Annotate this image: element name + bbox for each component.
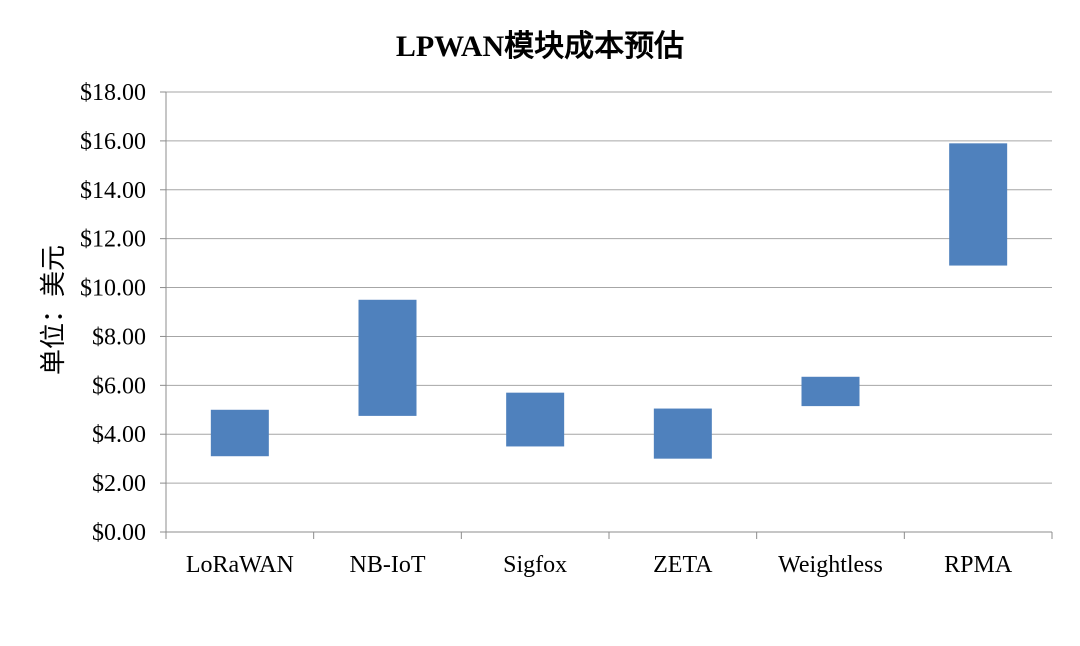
y-axis-label: 单位：美元 — [39, 245, 68, 375]
gridlines — [166, 91, 1052, 484]
x-tick-label: ZETA — [653, 552, 713, 578]
x-tick-label: NB-IoT — [350, 552, 426, 578]
bar-lorawan — [210, 409, 269, 457]
y-tick-label: $12.00 — [80, 227, 146, 253]
y-tick-label: $8.00 — [92, 324, 146, 350]
y-tick-label: $18.00 — [80, 80, 146, 106]
bars — [210, 143, 1008, 459]
y-tick-label: $0.00 — [92, 520, 146, 546]
bar-sigfox — [506, 392, 565, 447]
axes — [160, 91, 1053, 539]
y-tick-label: $16.00 — [80, 129, 146, 155]
y-tick-label: $4.00 — [92, 422, 146, 448]
y-tick-label: $6.00 — [92, 373, 146, 399]
bar-rpma — [949, 143, 1008, 266]
x-tick-label: LoRaWAN — [186, 552, 294, 578]
x-tick-labels: LoRaWAN NB-IoT Sigfox ZETA Weightless RPMA — [186, 552, 1013, 578]
y-tick-label: $14.00 — [80, 178, 146, 204]
chart-title: LPWAN模块成本预估 — [396, 30, 684, 63]
y-tick-labels: $0.00 $2.00 $4.00 $6.00 $8.00 $10.00 $12.00 $14… — [80, 80, 146, 546]
bar-weightless — [801, 376, 860, 407]
bar-nb-iot — [358, 299, 417, 416]
y-tick-label: $10.00 — [80, 276, 146, 302]
x-tick-label: Weightless — [778, 552, 883, 578]
bar-zeta — [653, 408, 712, 459]
y-tick-label: $2.00 — [92, 471, 146, 497]
x-tick-label: Sigfox — [503, 552, 567, 578]
x-tick-label: RPMA — [944, 552, 1013, 578]
